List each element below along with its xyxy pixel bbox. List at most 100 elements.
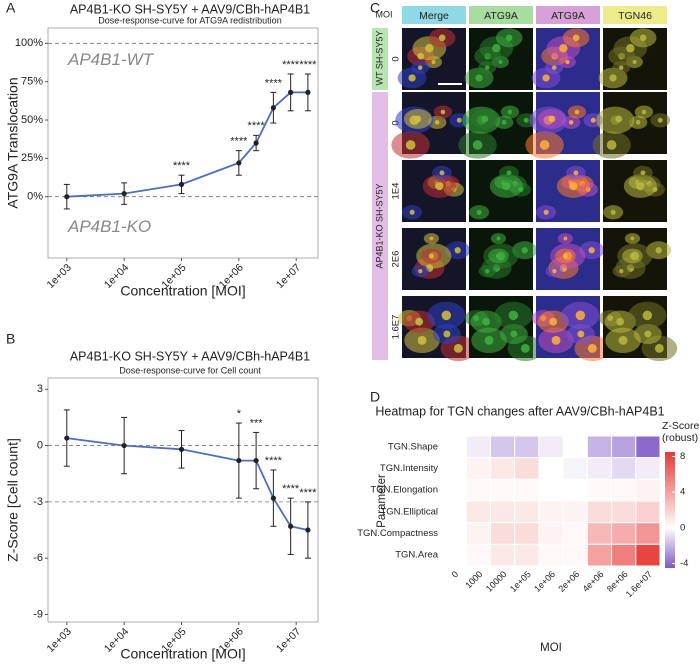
cell-spot	[657, 117, 663, 123]
cell-spot	[492, 44, 501, 53]
row-label: TGN.Area	[395, 550, 438, 561]
cell-spot	[630, 236, 635, 241]
mean-point	[270, 495, 276, 501]
cell-spot	[609, 74, 617, 82]
cell-spot	[563, 236, 568, 241]
y-tick-label: 0%	[27, 191, 43, 203]
heatmap-cell	[441, 522, 467, 545]
column-label: 2e+06	[556, 569, 581, 594]
row-label: TGN.Intensity	[380, 463, 438, 474]
cell-spot	[409, 209, 415, 215]
heatmap-cell	[538, 522, 564, 545]
cell-spot	[523, 117, 529, 123]
heatmap-cell	[611, 543, 637, 567]
heatmap-cell	[562, 522, 588, 545]
heatmap-cell	[635, 543, 661, 567]
colorbar-tick-label: -4	[680, 558, 688, 569]
heatmap-cell	[635, 457, 661, 480]
annotation: AP4B1-KO	[67, 217, 151, 236]
x-axis-label: Concentration [MOI]	[120, 646, 245, 662]
significance: ****	[230, 136, 248, 148]
cell-spot	[418, 268, 423, 274]
heatmap-cell	[514, 478, 540, 502]
chart-title: Heatmap for TGN changes after AAV9/CBh-h…	[375, 404, 664, 418]
y-tick-label: 75%	[21, 76, 43, 88]
cell-spot	[495, 253, 502, 259]
heatmap-cell	[611, 457, 637, 480]
x-tick-label: 1e+07	[274, 261, 303, 290]
cell-spot	[507, 109, 513, 115]
cell-spot	[438, 34, 446, 42]
y-axis-label: Z-Score [Cell count]	[5, 438, 21, 562]
cell-spot	[454, 247, 461, 254]
mean-point	[121, 191, 127, 197]
row-label: TGN.Shape	[388, 441, 438, 452]
annotation: AP4B1-WT	[67, 50, 155, 69]
plot-frame	[47, 27, 319, 259]
panel-letter: A	[6, 0, 16, 16]
heatmap-cell	[562, 543, 588, 567]
heatmap-cell	[562, 457, 588, 480]
moi-label: MOI	[376, 9, 393, 19]
cell-spot	[481, 115, 489, 123]
cell-spot	[640, 170, 646, 176]
heatmap-cell	[586, 500, 613, 524]
heatmap-cell	[489, 522, 516, 545]
significance: ****	[173, 160, 191, 172]
colorbar	[665, 452, 675, 568]
chart-title: AP4B1-KO SH-SY5Y + AAV9/CBh-hAP4B1	[70, 2, 310, 16]
cell-spot	[472, 140, 483, 150]
column-header-bg	[603, 6, 667, 24]
heatmap-cell	[562, 478, 588, 502]
cell-spot	[618, 65, 624, 70]
cell-spot	[498, 59, 503, 65]
cell-spot	[549, 317, 558, 326]
cell-spot	[439, 170, 445, 176]
mean-point	[121, 442, 127, 449]
cell-spot	[615, 115, 623, 123]
heatmap-cell	[465, 457, 491, 480]
cell-spot	[417, 335, 427, 345]
row-label: 1.6E7	[391, 315, 402, 340]
heatmap-cell	[538, 478, 564, 502]
row-label: TGN.Compactness	[357, 528, 438, 539]
heatmap-cell	[538, 543, 564, 567]
cell-spot	[568, 120, 574, 125]
heatmap-cell	[611, 478, 637, 502]
cell-spot	[574, 109, 580, 115]
heatmap-cell	[441, 543, 467, 567]
group-bg	[372, 92, 388, 360]
heatmap-cell	[441, 500, 467, 524]
cell-spot	[417, 65, 423, 70]
cell-spot	[569, 181, 578, 191]
cell-spot	[485, 268, 490, 274]
fit-line	[66, 91, 308, 198]
colorbar-tick-label: 8	[680, 451, 685, 462]
heatmap-cell	[514, 522, 540, 545]
panel-letter: B	[6, 331, 15, 347]
cell-spot	[636, 181, 645, 191]
cell-spot	[508, 310, 519, 321]
cell-spot	[441, 310, 452, 321]
cell-spot	[551, 65, 557, 70]
heatmap-cell	[611, 500, 637, 524]
heatmap-cell	[489, 457, 516, 480]
column-label: 1e+06	[532, 569, 557, 594]
cell-spot	[484, 335, 494, 345]
cell-spot	[425, 44, 434, 53]
heatmap-cell	[538, 500, 564, 524]
x-tick-label: 1e+07	[274, 625, 303, 654]
heatmap-cell	[465, 500, 491, 524]
heatmap-cell	[514, 457, 540, 480]
cell-spot	[641, 109, 647, 115]
cell-spot	[510, 330, 518, 338]
cell-spot	[573, 170, 579, 176]
mean-point	[270, 105, 276, 111]
y-tick-label: 50%	[21, 114, 43, 126]
cell-spot	[428, 253, 435, 259]
cell-spot	[505, 34, 513, 42]
cell-spot	[626, 44, 635, 53]
heatmap-cell	[465, 522, 491, 545]
y-tick-label: -3	[33, 496, 43, 508]
x-tick-label: 1e+03	[45, 625, 74, 654]
